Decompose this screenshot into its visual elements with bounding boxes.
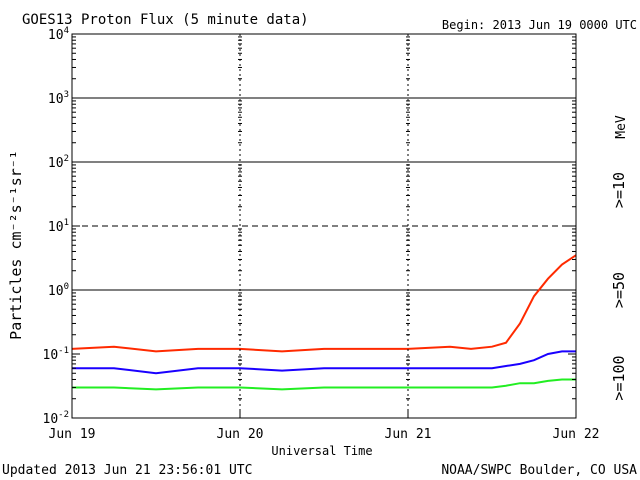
y-axis-label: Particles cm⁻²s⁻¹sr⁻¹ [7, 150, 25, 340]
y-axis-ticks: 10-2 10-1 100 101 102 103 104 [43, 26, 576, 427]
series-line-1 [72, 350, 576, 375]
y-tick-label-4: 102 [48, 154, 69, 171]
x-tick-label-1: Jun 20 [217, 427, 264, 442]
legend-ge100: >=100 [610, 355, 628, 400]
x-axis-ticks: Jun 19 Jun 20 Jun 21 Jun 22 [49, 34, 600, 442]
threshold-lines [72, 97, 576, 291]
y-tick-label-5: 103 [48, 90, 69, 107]
updated-timestamp: Updated 2013 Jun 21 23:56:01 UTC [2, 463, 252, 478]
y-tick-label-1: 10-1 [43, 346, 70, 363]
x-tick-label-0: Jun 19 [49, 427, 96, 442]
day-minor-ticks [238, 36, 410, 400]
y-tick-label-3: 101 [48, 218, 69, 235]
plot-frame [71, 33, 577, 419]
y-tick-label-6: 104 [48, 26, 69, 43]
x-tick-label-2: Jun 21 [385, 427, 432, 442]
credit-label: NOAA/SWPC Boulder, CO USA [441, 463, 637, 478]
x-axis-label: Universal Time [271, 444, 372, 458]
legend-ge50: >=50 [610, 272, 628, 308]
series-line-0 [71, 254, 577, 353]
series-line-2 [72, 378, 576, 391]
chart-title: GOES13 Proton Flux (5 minute data) [22, 12, 309, 28]
y-tick-label-2: 100 [48, 282, 69, 299]
series-lines [71, 254, 577, 391]
legend-ge10: >=10 [610, 172, 628, 208]
x-tick-label-3: Jun 22 [553, 427, 600, 442]
begin-date: Begin: 2013 Jun 19 0000 UTC [442, 18, 637, 32]
unit-label: MeV [614, 115, 629, 139]
y-tick-label-0: 10-2 [43, 410, 70, 427]
